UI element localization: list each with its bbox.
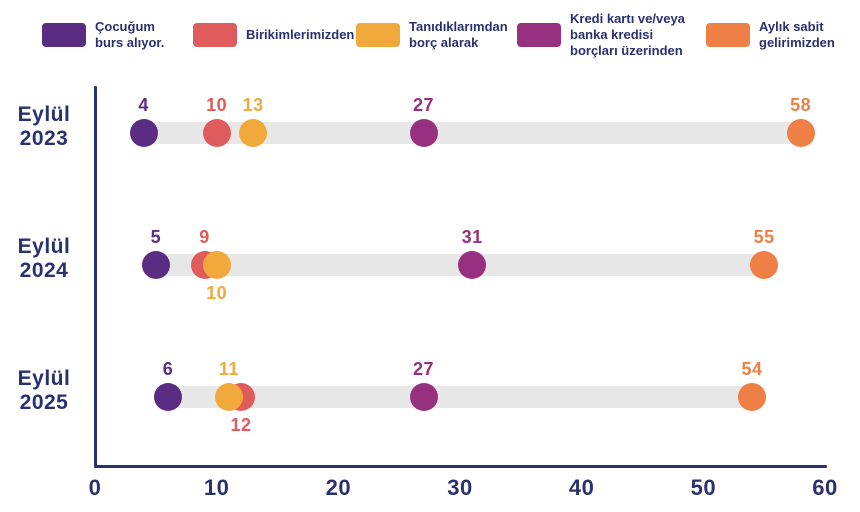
data-dot-series-3 — [409, 119, 438, 147]
data-dot-series-2 — [214, 383, 243, 411]
chart-legend: Çocuğum burs alıyor. Birikimlerimizden Tanı… — [0, 0, 860, 70]
row-label-line: 2023 — [19, 127, 69, 150]
legend-item: Çocuğum burs alıyor. — [42, 10, 164, 60]
data-dot-series-2 — [239, 119, 268, 147]
data-dot-series-3 — [409, 383, 438, 411]
x-axis — [94, 465, 827, 468]
data-dot-series-4 — [738, 383, 766, 411]
x-tick-label: 60 — [812, 475, 838, 500]
legend-label: Aylık sabit gelirimizden — [759, 19, 835, 51]
legend-label-line: burs alıyor. — [95, 35, 165, 50]
x-tick-label: 30 — [447, 475, 473, 500]
legend-label-line: Kredi kartı ve/veya — [570, 11, 685, 27]
legend-swatch — [517, 23, 561, 47]
y-axis — [94, 86, 97, 468]
legend-label: Çocuğum burs alıyor. — [95, 19, 164, 51]
value-label: 55 — [753, 227, 775, 247]
value-label: 27 — [412, 95, 435, 115]
row-label-line: Eylül — [17, 235, 71, 258]
value-label: 10 — [206, 283, 228, 303]
legend-label-line: Çocuğum — [95, 19, 155, 35]
data-dot-series-0 — [154, 383, 182, 411]
value-label: 54 — [741, 359, 763, 379]
legend-label-line: Aylık sabit — [759, 19, 824, 35]
value-label: 11 — [218, 359, 239, 379]
x-tick-label: 0 — [88, 475, 102, 500]
data-dot-series-4 — [750, 251, 779, 279]
value-label: 10 — [206, 95, 228, 115]
legend-swatch — [193, 23, 237, 47]
row-label-line: Eylül — [17, 367, 71, 390]
value-label: 12 — [230, 415, 252, 435]
x-tick-label: 40 — [568, 475, 595, 500]
legend-label-line: gelirimizden — [759, 35, 835, 50]
legend-item: Tanıdıklarımdan borç alarak — [356, 10, 508, 60]
row-label: Eylül 2025 — [0, 367, 88, 415]
row-track — [129, 122, 815, 144]
value-label: 6 — [162, 359, 174, 379]
row-track — [154, 386, 766, 408]
data-dot-series-4 — [786, 119, 815, 147]
data-dot-series-0 — [129, 119, 158, 147]
data-dot-series-0 — [141, 251, 170, 279]
value-label: 58 — [790, 95, 812, 115]
row-label-line: 2025 — [19, 391, 69, 414]
legend-label-line: banka kredisi — [570, 27, 654, 43]
legend-label-line: borç alarak — [409, 35, 479, 50]
data-dot-series-1 — [202, 119, 231, 147]
value-label: 5 — [150, 227, 162, 247]
legend-item: Birikimlerimizden — [193, 10, 354, 60]
legend-item: Kredi kartı ve/veya banka kredisi borçları… — [517, 10, 685, 60]
value-label: 31 — [461, 227, 483, 247]
legend-swatch — [42, 23, 86, 47]
row-label-line: 2024 — [19, 259, 69, 282]
value-label: 4 — [138, 95, 149, 115]
row-label-line: Eylül — [17, 103, 71, 126]
value-label: 27 — [412, 359, 435, 379]
legend-item: Aylık sabit gelirimizden — [706, 10, 835, 60]
legend-swatch — [706, 23, 750, 47]
value-label: 9 — [199, 227, 210, 247]
x-tick-label: 10 — [203, 475, 230, 500]
legend-swatch — [356, 23, 400, 47]
x-tick-label: 50 — [690, 475, 717, 500]
legend-label: Birikimlerimizden — [246, 27, 354, 43]
legend-label: Kredi kartı ve/veya banka kredisi borçları… — [570, 11, 685, 59]
data-dot-series-3 — [458, 251, 487, 279]
row-label: Eylül 2023 — [0, 103, 88, 151]
legend-label: Tanıdıklarımdan borç alarak — [409, 19, 508, 51]
data-dot-series-2 — [202, 251, 231, 279]
x-tick-label: 20 — [325, 475, 352, 500]
row-label: Eylül 2024 — [0, 235, 88, 283]
legend-label-line: Birikimlerimizden — [246, 27, 355, 43]
legend-label-line: borçları üzerinden — [570, 42, 683, 58]
value-label: 13 — [242, 95, 264, 115]
legend-label-line: Tanıdıklarımdan — [409, 19, 508, 35]
